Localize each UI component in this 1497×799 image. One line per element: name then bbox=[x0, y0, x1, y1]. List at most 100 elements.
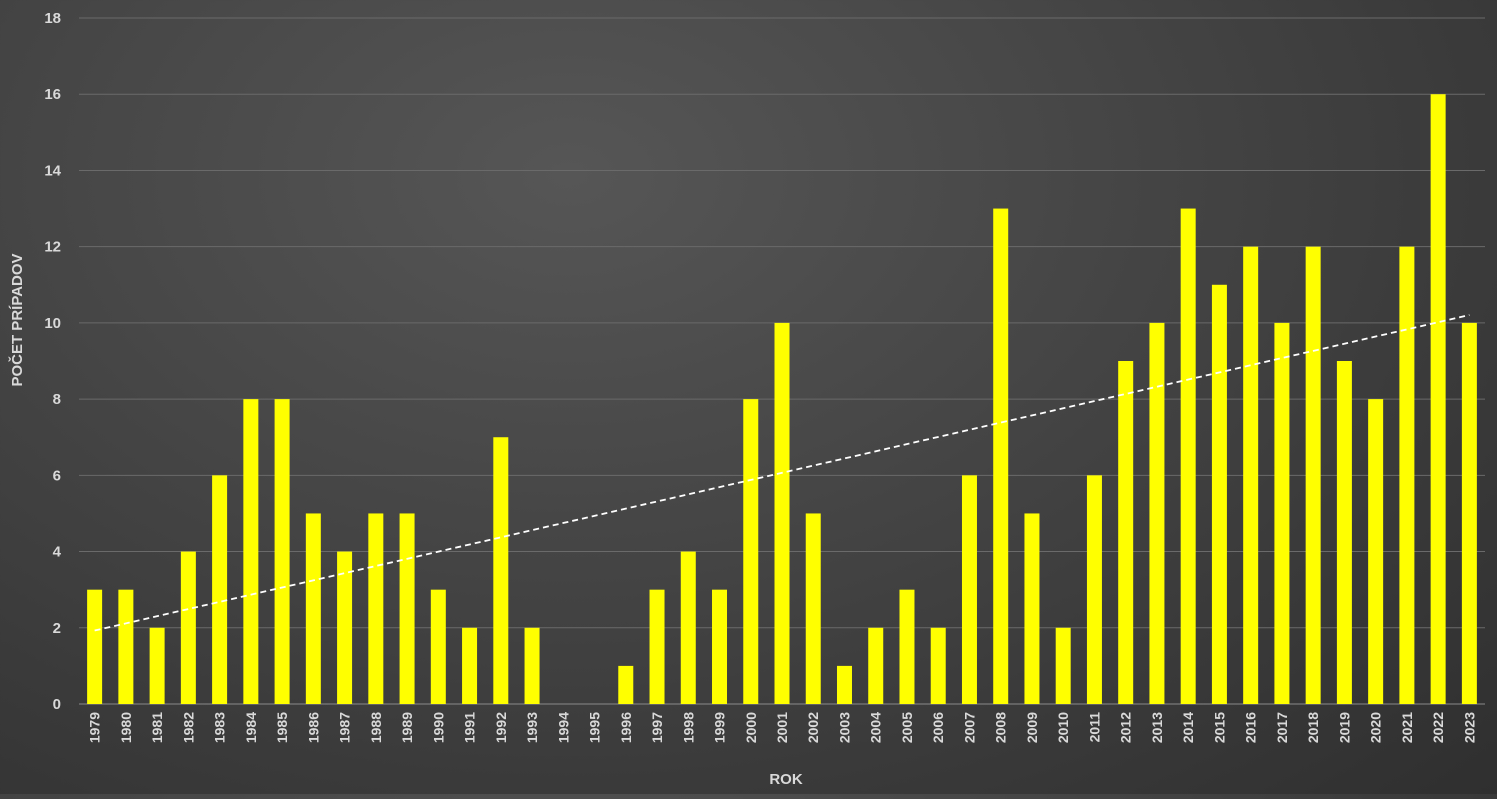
x-tick-label: 1995 bbox=[587, 712, 603, 743]
x-tick-label: 2008 bbox=[993, 712, 1009, 743]
x-tick-label: 2002 bbox=[805, 712, 821, 743]
bar-2013 bbox=[1149, 322, 1165, 704]
bar-2018 bbox=[1305, 246, 1321, 704]
x-tick-label: 1984 bbox=[243, 712, 259, 743]
x-tick-label: 1996 bbox=[618, 712, 634, 743]
x-tick-label: 1979 bbox=[87, 712, 103, 743]
y-axis-label: POČET PRÍPADOV bbox=[8, 253, 26, 386]
x-tick-label: 1985 bbox=[274, 712, 290, 743]
x-tick-label: 2010 bbox=[1055, 712, 1071, 743]
x-tick-label: 2020 bbox=[1368, 712, 1384, 743]
y-tick-label: 16 bbox=[44, 86, 61, 103]
x-tick-label: 2021 bbox=[1399, 712, 1415, 743]
bar-2006 bbox=[930, 627, 946, 704]
bar-1991 bbox=[462, 627, 478, 704]
bar-2011 bbox=[1086, 475, 1102, 704]
trendline-group bbox=[94, 314, 1470, 632]
x-tick-label: 2014 bbox=[1180, 712, 1196, 743]
bar-1983 bbox=[212, 475, 228, 704]
bar-1996 bbox=[618, 665, 634, 704]
x-axis-label: ROK bbox=[769, 771, 803, 788]
bars bbox=[87, 94, 1477, 705]
bar-2023 bbox=[1461, 322, 1477, 704]
x-tick-label: 2007 bbox=[961, 712, 977, 743]
x-tick-label: 1997 bbox=[649, 712, 665, 743]
bar-1986 bbox=[305, 513, 321, 704]
x-tick-label: 1988 bbox=[368, 712, 384, 743]
y-tick-label: 12 bbox=[44, 239, 61, 256]
y-tick-label: 6 bbox=[53, 467, 61, 484]
x-tick-label: 1981 bbox=[149, 712, 165, 743]
y-tick-label: 14 bbox=[44, 162, 61, 179]
x-tick-label: 2009 bbox=[1024, 712, 1040, 743]
bar-1998 bbox=[680, 551, 696, 704]
bar-2019 bbox=[1336, 361, 1352, 704]
bar-2000 bbox=[743, 399, 759, 704]
bar-1999 bbox=[712, 589, 728, 704]
x-tick-label: 1992 bbox=[493, 712, 509, 743]
y-tick-label: 2 bbox=[53, 620, 61, 637]
bar-2012 bbox=[1118, 361, 1134, 704]
bar-2010 bbox=[1055, 627, 1071, 704]
x-tick-label: 2011 bbox=[1086, 712, 1102, 743]
bar-2001 bbox=[774, 322, 790, 704]
bar-2017 bbox=[1274, 322, 1290, 704]
x-tick-label: 1980 bbox=[118, 712, 134, 743]
x-tick-label: 1989 bbox=[399, 712, 415, 743]
bar-2022 bbox=[1430, 94, 1446, 704]
x-tick-label: 2004 bbox=[868, 712, 884, 743]
y-tick-label: 18 bbox=[44, 10, 61, 27]
x-tick-label: 2022 bbox=[1430, 712, 1446, 743]
x-tick-label: 2015 bbox=[1211, 712, 1227, 743]
x-tick-label: 1987 bbox=[337, 712, 353, 743]
bar-2015 bbox=[1211, 284, 1227, 704]
bar-2004 bbox=[868, 627, 884, 704]
bar-1988 bbox=[368, 513, 384, 704]
x-tick-label: 2016 bbox=[1243, 712, 1259, 743]
bar-1990 bbox=[430, 589, 446, 704]
bar-2020 bbox=[1368, 399, 1384, 704]
x-tick-label: 1990 bbox=[430, 712, 446, 743]
x-tick-label: 2003 bbox=[836, 712, 852, 743]
bar-2007 bbox=[961, 475, 977, 704]
bar-2014 bbox=[1180, 208, 1196, 705]
bar-1992 bbox=[493, 437, 509, 704]
trendline bbox=[94, 314, 1470, 632]
bar-2003 bbox=[836, 665, 852, 704]
x-axis-ticks: 1979 1980 1981 1982 1983 1984 1985 1986 1987 1988… bbox=[87, 712, 1478, 743]
y-tick-label: 0 bbox=[53, 696, 61, 713]
y-tick-label: 10 bbox=[44, 315, 61, 332]
x-tick-label: 1993 bbox=[524, 712, 540, 743]
bar-1987 bbox=[337, 551, 353, 704]
x-tick-label: 1982 bbox=[180, 712, 196, 743]
x-tick-label: 1999 bbox=[712, 712, 728, 743]
x-tick-label: 2018 bbox=[1305, 712, 1321, 743]
bar-1985 bbox=[274, 399, 290, 704]
x-tick-label: 1983 bbox=[212, 712, 228, 743]
bar-1982 bbox=[180, 551, 196, 704]
y-tick-label: 8 bbox=[53, 391, 61, 408]
x-tick-label: 2019 bbox=[1336, 712, 1352, 743]
y-axis-ticks: 0 2 4 6 8 10 12 14 16 18 bbox=[44, 10, 61, 713]
bar-2016 bbox=[1243, 246, 1259, 704]
x-tick-label: 2012 bbox=[1118, 712, 1134, 743]
x-tick-label: 1991 bbox=[462, 712, 478, 743]
x-tick-label: 2005 bbox=[899, 712, 915, 743]
x-tick-label: 2023 bbox=[1461, 712, 1477, 743]
x-tick-label: 1986 bbox=[305, 712, 321, 743]
x-tick-label: 1994 bbox=[555, 712, 571, 743]
bar-1984 bbox=[243, 399, 259, 704]
bar-1980 bbox=[118, 589, 134, 704]
x-tick-label: 1998 bbox=[680, 712, 696, 743]
y-tick-label: 4 bbox=[53, 544, 62, 561]
bar-2008 bbox=[993, 208, 1009, 705]
bar-1997 bbox=[649, 589, 665, 704]
bar-2009 bbox=[1024, 513, 1040, 704]
bar-2021 bbox=[1399, 246, 1415, 704]
bar-2002 bbox=[805, 513, 821, 704]
bar-2005 bbox=[899, 589, 915, 704]
x-tick-label: 2006 bbox=[930, 712, 946, 743]
bar-1993 bbox=[524, 627, 540, 704]
